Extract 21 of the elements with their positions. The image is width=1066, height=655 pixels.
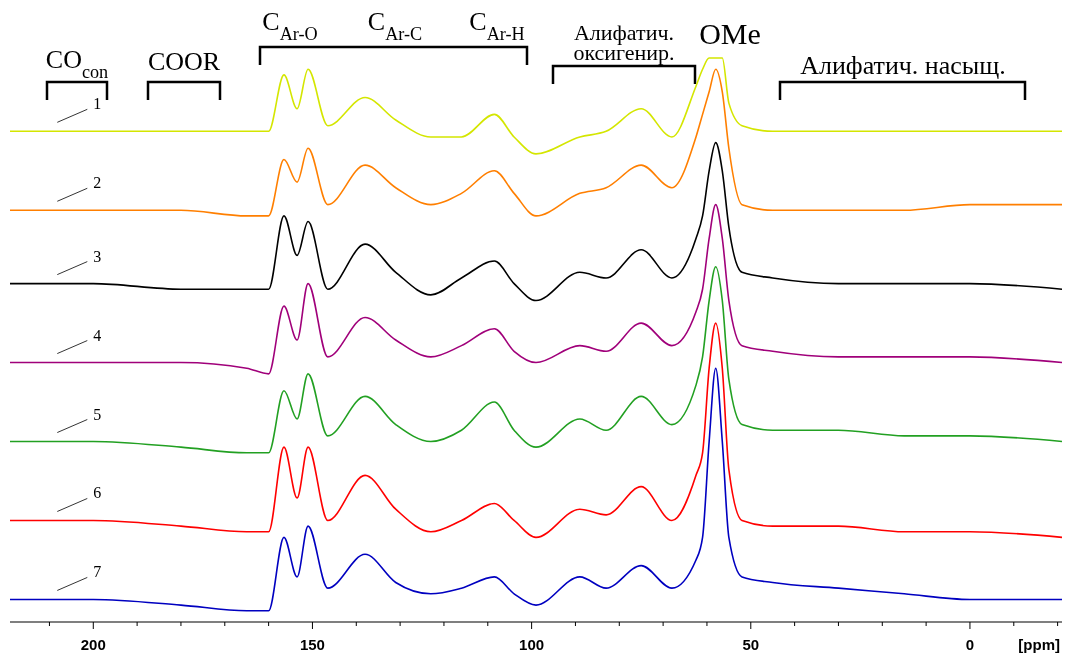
x-tick-label: 0 (965, 636, 975, 653)
x-tick-label: 50 (742, 636, 760, 653)
text: C$_{Ar-H}$ (469, 7, 525, 44)
x-axis-title: [ppm] (1018, 636, 1060, 653)
series-label: 1 (93, 95, 102, 113)
annotation: CO$_{con}$ (45, 45, 109, 82)
annotation: COOR (147, 47, 221, 76)
x-tick-label: 150 (299, 636, 325, 653)
series-label: 3 (93, 247, 102, 265)
series-label: 2 (93, 174, 102, 192)
series-label: 4 (93, 326, 102, 344)
text: C$_{Ar-O}$ (262, 7, 318, 44)
series-label: 5 (93, 405, 102, 423)
x-tick-label: 200 (80, 636, 106, 653)
series-label: 7 (93, 563, 102, 581)
annotation: Алифатич. насыщ. (800, 51, 1006, 80)
text: OMe (699, 17, 761, 50)
annotation: Алифатич. оксигенир. (573, 20, 675, 65)
text: C$_{Ar-C}$ (367, 7, 423, 44)
x-tick-label: 100 (519, 636, 545, 653)
series-label: 6 (93, 484, 102, 502)
